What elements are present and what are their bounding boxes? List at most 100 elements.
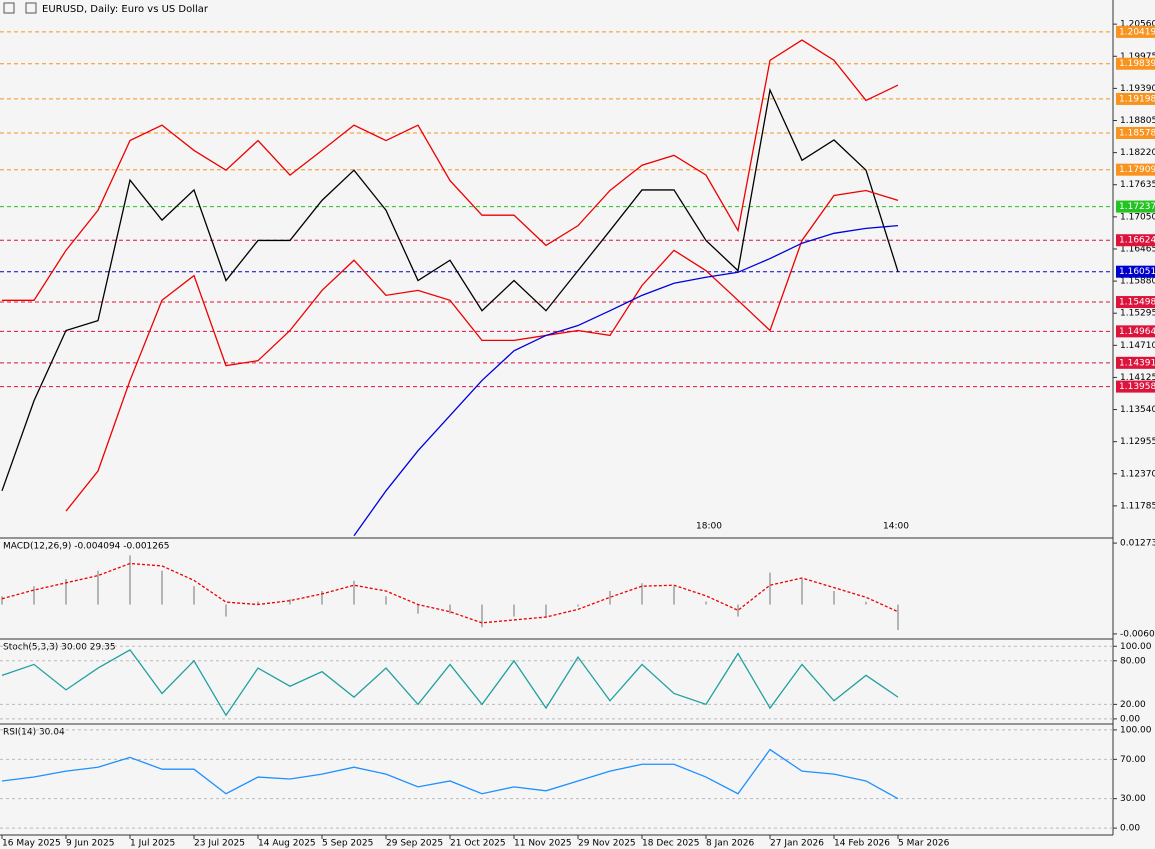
y-tick-label: 1.13540 [1120,405,1155,415]
x-tick-label: 14 Feb 2026 [834,839,890,849]
x-tick-label: 23 Jul 2025 [194,839,245,849]
x-tick-label: 27 Jan 2026 [770,839,824,849]
y-tick-label: 30.00 [1120,794,1146,804]
histogram-bar [257,601,259,605]
x-tick-label: 8 Jan 2026 [706,839,754,849]
histogram-bar [833,591,835,605]
histogram-bar [897,604,899,631]
y-tick-label: 1.18220 [1120,148,1155,158]
level-label-box [1116,126,1155,139]
chart-title: EURUSD, Daily: Euro vs US Dollar [42,4,209,15]
y-tick-label: 1.18805 [1120,116,1155,126]
level-label: 1.15498 [1119,298,1155,308]
y-tick-label: 20.00 [1120,700,1146,710]
histogram-bar [705,601,707,605]
indicator-title: RSI(14) 30.04 [3,728,65,738]
y-tick-label: 1.15880 [1120,277,1155,287]
x-tick-label: 5 Sep 2025 [322,839,373,849]
histogram-bar [97,570,99,605]
histogram-bar [417,604,419,614]
y-tick-label: 0.012735 [1120,539,1155,549]
level-label: 1.19198 [1119,94,1155,104]
x-tick-label: 1 Jul 2025 [130,839,175,849]
chart-icon[interactable] [25,2,37,14]
y-tick-label: 70.00 [1120,755,1146,765]
series-line [65,189,899,512]
y-tick-label: 100.00 [1120,725,1152,735]
y-tick-label: 1.19390 [1120,84,1155,94]
x-tick-label: 29 Sep 2025 [386,839,443,849]
indicator-title: Stoch(5,3,3) 30.00 29.35 [3,643,116,653]
histogram-bar [481,604,483,628]
series-line [1,649,899,717]
y-tick-label: 1.17635 [1120,180,1155,190]
histogram-bar [385,596,387,605]
level-label-box [1116,234,1155,247]
series-line [1,87,899,492]
x-tick-label: 21 Oct 2025 [450,839,506,849]
histogram-bar [321,591,323,605]
histogram-bar [673,586,675,605]
y-tick-label: 100.00 [1120,642,1152,652]
histogram-bar [129,555,131,605]
histogram-bar [801,578,803,605]
histogram-bar [33,586,35,605]
level-label: 1.14964 [1119,327,1155,337]
histogram-bar [65,578,67,605]
level-label: 1.14391 [1119,358,1155,368]
level-label-box [1116,163,1155,176]
time-marker: 14:00 [883,522,909,532]
series-line [353,224,899,537]
y-tick-label: 1.17050 [1120,212,1155,222]
menu-icon[interactable] [3,2,15,14]
histogram-bar [577,604,579,607]
level-label-box [1116,25,1155,38]
histogram-bar [161,570,163,605]
x-tick-label: 29 Nov 2025 [578,839,636,849]
histogram-bar [353,580,355,605]
y-tick-label: 1.20560 [1120,20,1155,30]
y-tick-label: 80.00 [1120,656,1146,666]
time-marker: 18:00 [696,522,722,532]
level-label: 1.17909 [1119,165,1155,175]
level-label-box [1116,380,1155,393]
level-label-box [1116,325,1155,338]
histogram-bar [641,583,643,605]
histogram-bar [449,604,451,614]
y-tick-label: 1.12955 [1120,437,1155,447]
histogram-bar [225,604,227,617]
y-tick-label: -0.006095 [1120,629,1155,639]
panels [0,0,1114,836]
series-line [1,748,899,800]
y-tick-label: 1.14125 [1120,373,1155,383]
y-tick-label: 1.15295 [1120,309,1155,319]
level-label: 1.19839 [1119,59,1155,69]
level-label-box [1116,200,1155,213]
y-tick-label: 0.00 [1120,824,1140,834]
level-label: 1.20419 [1119,27,1155,37]
x-tick-label: 11 Nov 2025 [514,839,572,849]
y-tick-label: 1.12370 [1120,469,1155,479]
y-tick-label: 1.14710 [1120,341,1155,351]
x-tick-label: 9 Jun 2025 [66,839,114,849]
histogram-bar [545,604,547,617]
level-label: 1.18578 [1119,128,1155,138]
y-tick-label: 0.00 [1120,714,1140,724]
level-label-box [1116,296,1155,309]
level-label: 1.17237 [1119,202,1155,212]
histogram-bar [609,591,611,605]
histogram-bar [769,572,771,605]
indicator-title: MACD(12,26,9) -0.004094 -0.001265 [3,542,169,552]
histogram-bar [737,604,739,617]
level-label-box [1116,92,1155,105]
x-tick-label: 14 Aug 2025 [258,839,316,849]
y-tick-label: 1.11785 [1120,501,1155,511]
series-line [2,39,899,301]
x-tick-label: 5 Mar 2026 [898,839,950,849]
level-label: 1.16624 [1119,236,1155,246]
y-tick-label: 1.16465 [1120,244,1155,254]
histogram-bar [865,601,867,605]
